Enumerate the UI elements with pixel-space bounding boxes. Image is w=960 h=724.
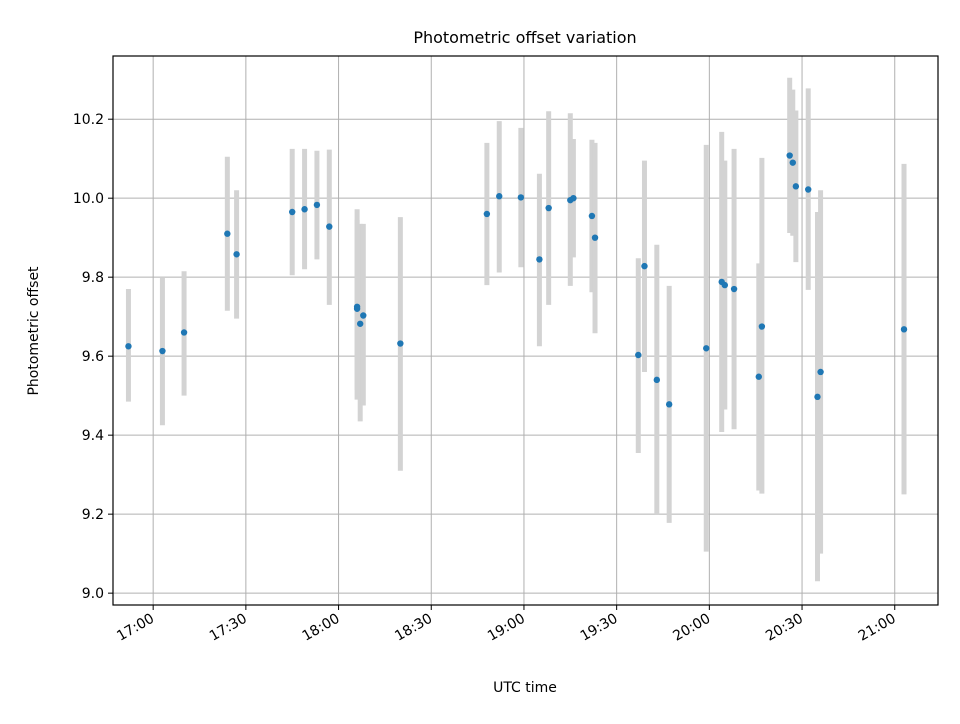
data-point — [356, 320, 364, 327]
data-point — [653, 376, 661, 384]
data-point — [517, 194, 525, 201]
y-tick-label: 9.8 — [82, 270, 104, 286]
data-point — [536, 256, 543, 263]
data-point — [496, 193, 503, 200]
y-tick-label: 10.2 — [73, 112, 104, 128]
y-axis-ticks: 9.0 9.2 9.4 9.6 9.8 10.0 10.2 — [73, 112, 113, 602]
data-point — [570, 194, 577, 202]
data-point — [360, 312, 367, 319]
chart-title: Photometric offset variation — [413, 28, 636, 47]
data-point — [635, 351, 642, 359]
data-point — [641, 262, 648, 270]
data-point — [721, 281, 728, 289]
y-axis-label: Photometric offset — [26, 266, 42, 396]
data-point — [755, 373, 762, 380]
y-tick-label: 9.4 — [82, 428, 104, 444]
y-tick-label: 9.2 — [82, 507, 104, 523]
data-point — [224, 230, 231, 237]
data-point — [703, 345, 710, 352]
data-point — [313, 201, 321, 209]
data-point — [730, 285, 738, 293]
data-point — [805, 186, 812, 193]
y-tick-label: 9.6 — [82, 349, 104, 365]
plot-frame — [112, 55, 939, 606]
data-point — [789, 159, 796, 166]
data-point — [289, 208, 296, 216]
data-point — [397, 340, 404, 347]
data-point — [900, 326, 908, 333]
data-point — [591, 234, 599, 241]
data-point — [233, 251, 240, 258]
grid-layer — [113, 56, 938, 605]
data-point — [353, 305, 361, 312]
y-tick-label: 10.0 — [73, 191, 104, 207]
data-point — [786, 152, 793, 159]
data-point — [545, 204, 552, 212]
data-point — [159, 347, 166, 355]
data-point — [301, 206, 308, 213]
data-point — [180, 329, 188, 336]
data-point — [326, 223, 333, 230]
data-point — [814, 393, 821, 401]
point-layer — [125, 152, 908, 408]
data-point — [588, 212, 596, 220]
data-point — [665, 401, 673, 408]
data-point — [758, 323, 766, 330]
data-point — [125, 343, 132, 350]
x-axis-label: UTC time — [493, 680, 557, 696]
data-point — [792, 183, 800, 190]
data-point — [817, 368, 824, 376]
data-point — [483, 210, 491, 218]
y-tick-label: 9.0 — [82, 586, 104, 602]
